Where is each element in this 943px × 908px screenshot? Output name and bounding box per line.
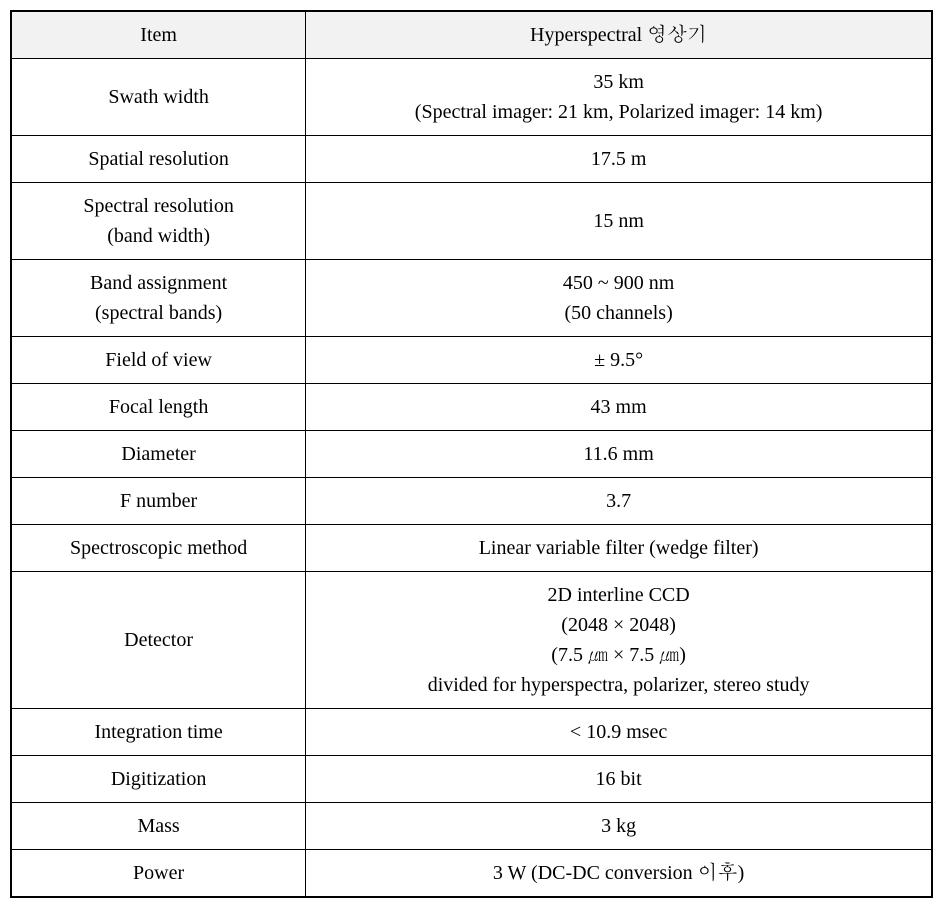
cell-value: 15 nm (306, 183, 932, 260)
cell-item: Diameter (11, 431, 306, 478)
cell-value: 16 bit (306, 756, 932, 803)
cell-value: 43 mm (306, 384, 932, 431)
cell-item: Digitization (11, 756, 306, 803)
table-row: Swath width 35 km (Spectral imager: 21 k… (11, 59, 932, 136)
cell-value: 17.5 m (306, 136, 932, 183)
table-row: Power 3 W (DC-DC conversion 이후) (11, 850, 932, 898)
cell-item: Field of view (11, 337, 306, 384)
header-item: Item (11, 11, 306, 59)
cell-item: Mass (11, 803, 306, 850)
cell-value: 450 ~ 900 nm (50 channels) (306, 260, 932, 337)
cell-item: Swath width (11, 59, 306, 136)
cell-item: Power (11, 850, 306, 898)
table-header-row: Item Hyperspectral 영상기 (11, 11, 932, 59)
table-row: Integration time < 10.9 msec (11, 709, 932, 756)
table-row: Digitization 16 bit (11, 756, 932, 803)
cell-value: 3.7 (306, 478, 932, 525)
cell-value: < 10.9 msec (306, 709, 932, 756)
cell-value: 35 km (Spectral imager: 21 km, Polarized… (306, 59, 932, 136)
table-row: Field of view ± 9.5° (11, 337, 932, 384)
cell-value: 3 W (DC-DC conversion 이후) (306, 850, 932, 898)
table-row: Detector 2D interline CCD (2048 × 2048) … (11, 572, 932, 709)
cell-value: 3 kg (306, 803, 932, 850)
cell-item: Spatial resolution (11, 136, 306, 183)
spec-table: Item Hyperspectral 영상기 Swath width 35 km… (10, 10, 933, 898)
table-row: Spectroscopic method Linear variable fil… (11, 525, 932, 572)
cell-value: Linear variable filter (wedge filter) (306, 525, 932, 572)
cell-item: Detector (11, 572, 306, 709)
table-row: Mass 3 kg (11, 803, 932, 850)
cell-item: Spectroscopic method (11, 525, 306, 572)
cell-item: Focal length (11, 384, 306, 431)
cell-value: 11.6 mm (306, 431, 932, 478)
cell-item: Band assignment (spectral bands) (11, 260, 306, 337)
table-row: Spatial resolution 17.5 m (11, 136, 932, 183)
cell-item: F number (11, 478, 306, 525)
table-row: Diameter 11.6 mm (11, 431, 932, 478)
cell-value: 2D interline CCD (2048 × 2048) (7.5 ㎛ × … (306, 572, 932, 709)
cell-value: ± 9.5° (306, 337, 932, 384)
cell-item: Integration time (11, 709, 306, 756)
table-row: Band assignment (spectral bands) 450 ~ 9… (11, 260, 932, 337)
table-row: Spectral resolution (band width) 15 nm (11, 183, 932, 260)
table-row: F number 3.7 (11, 478, 932, 525)
header-value: Hyperspectral 영상기 (306, 11, 932, 59)
table-row: Focal length 43 mm (11, 384, 932, 431)
cell-item: Spectral resolution (band width) (11, 183, 306, 260)
